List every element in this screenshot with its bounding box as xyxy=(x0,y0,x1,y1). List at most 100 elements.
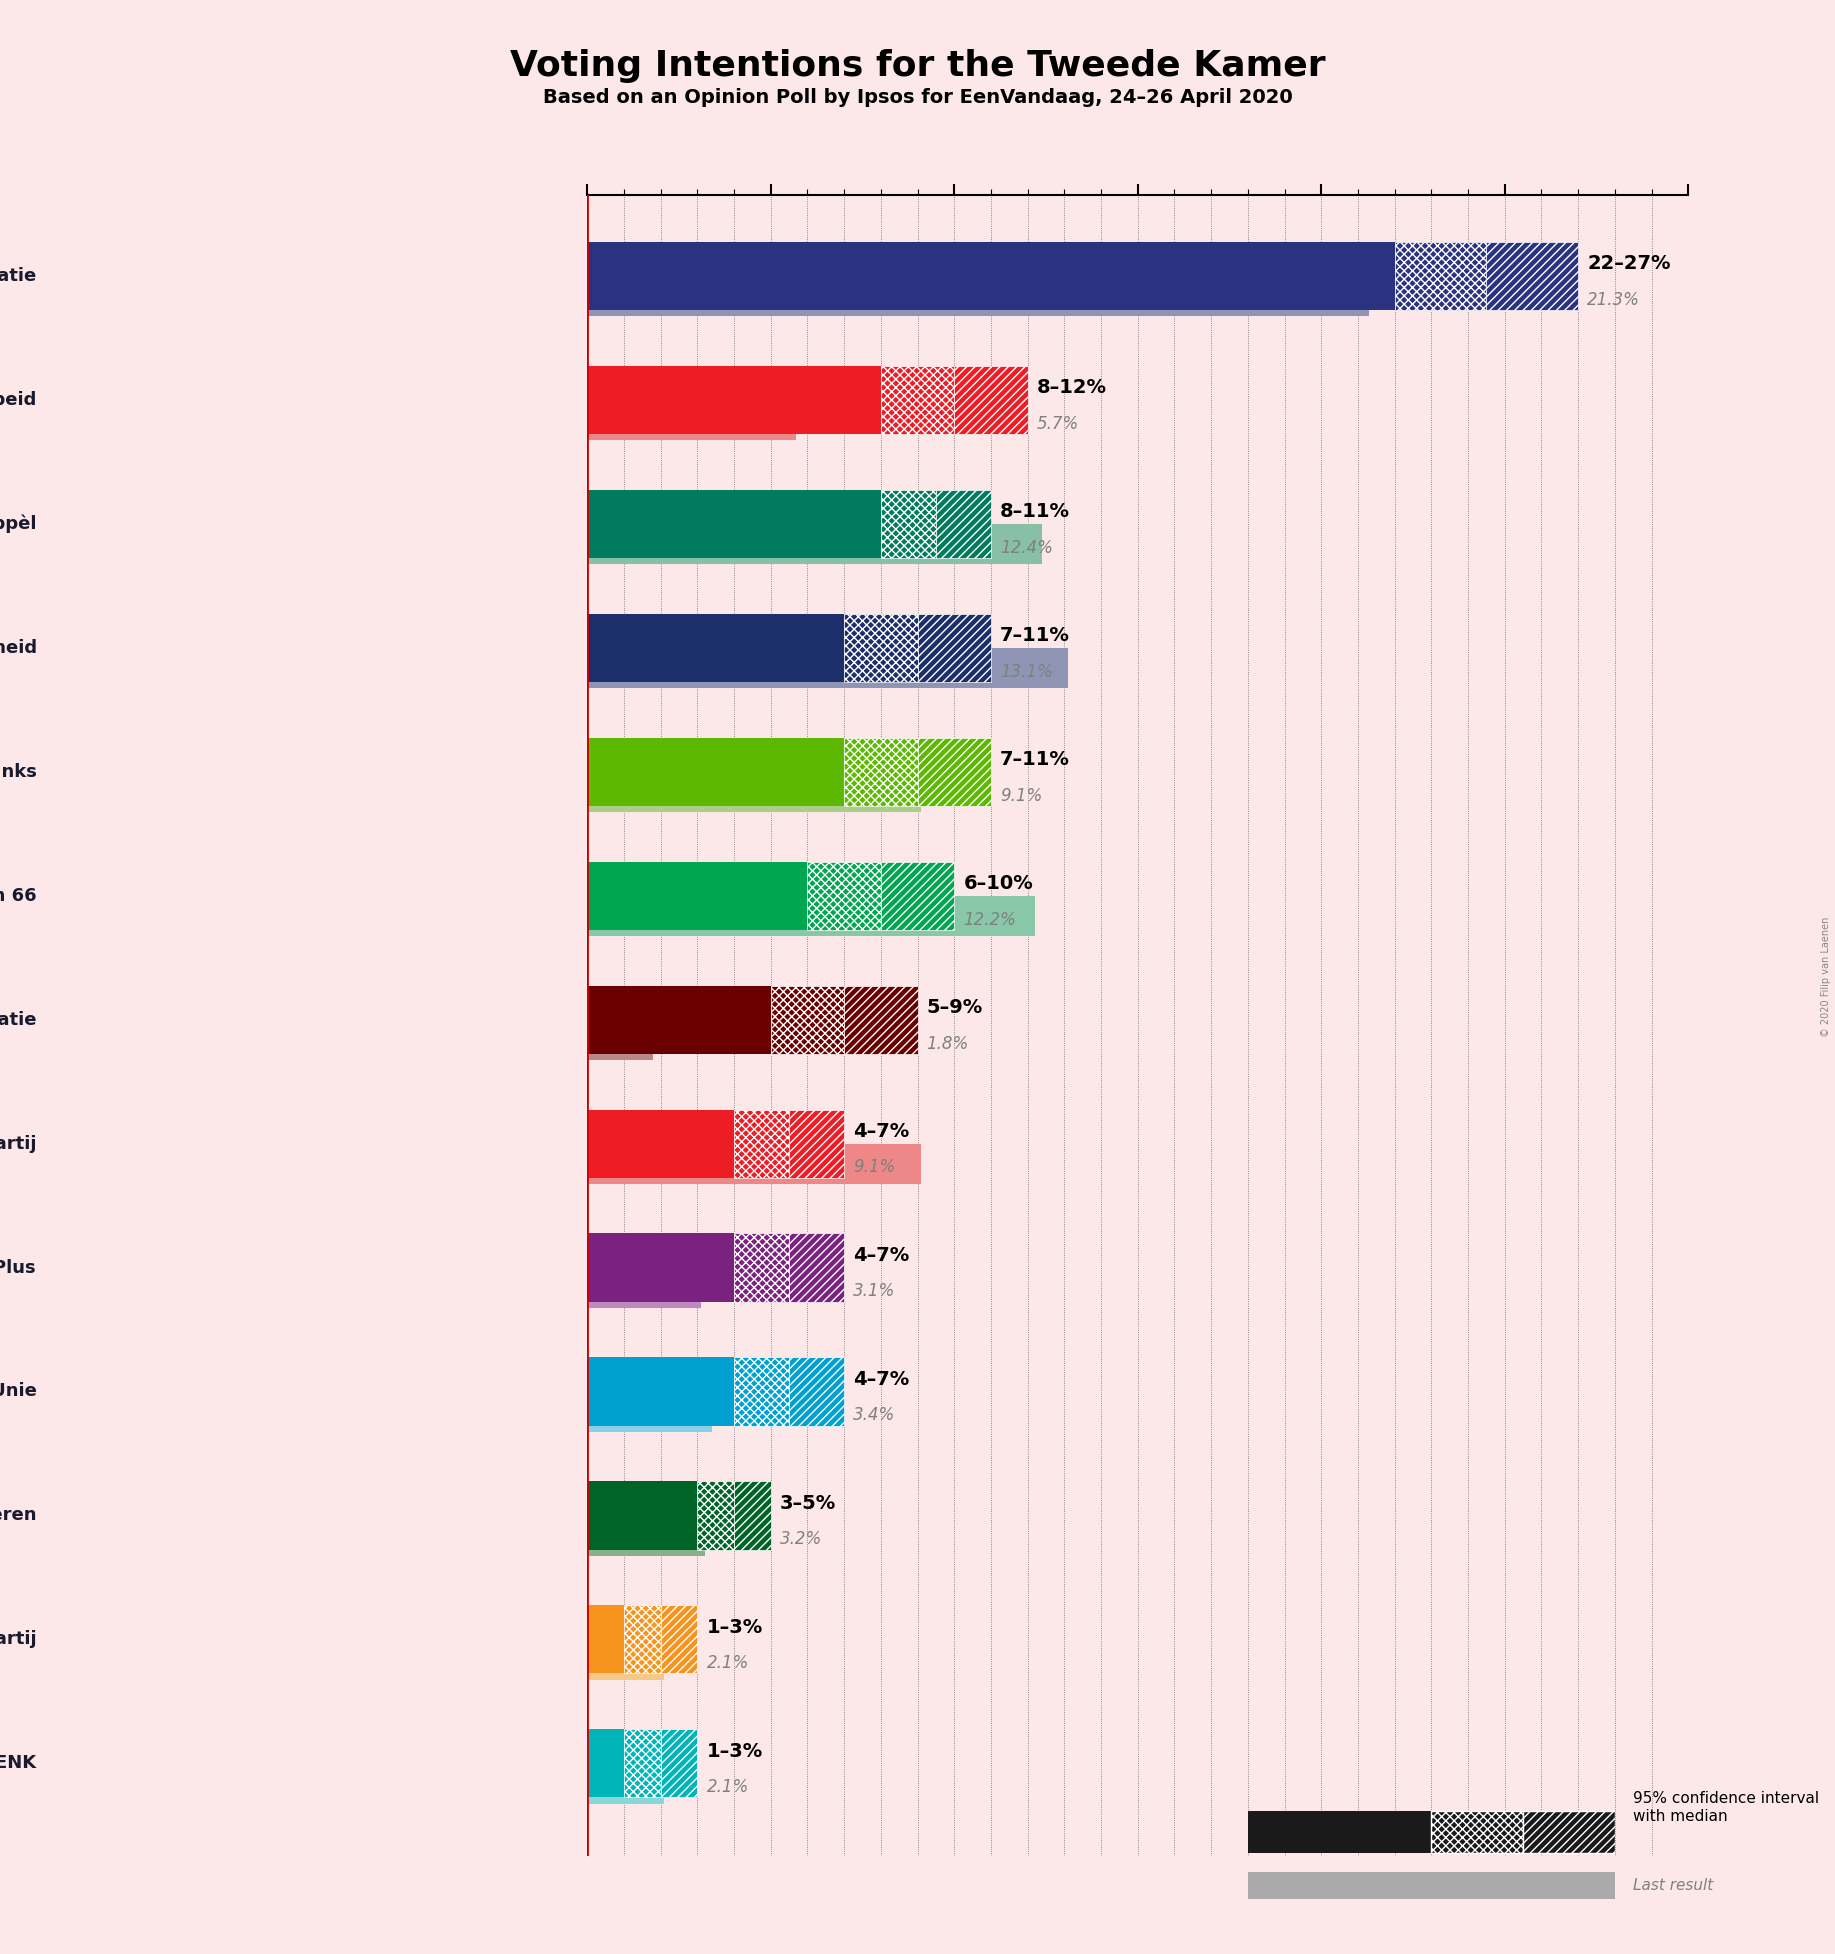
Text: 8–12%: 8–12% xyxy=(1037,379,1107,397)
Bar xyxy=(697,1481,734,1550)
Text: Christen-Democratisch Appèl: Christen-Democratisch Appèl xyxy=(0,514,37,533)
Text: 22–27%: 22–27% xyxy=(1587,254,1672,274)
Bar xyxy=(587,1764,664,1804)
Bar xyxy=(624,1729,661,1798)
Bar xyxy=(1248,1872,1615,1899)
Text: 13.1%: 13.1% xyxy=(1000,662,1053,680)
Bar xyxy=(771,985,844,1053)
Text: Partij van de Arbeid: Partij van de Arbeid xyxy=(0,391,37,408)
Bar xyxy=(587,1358,734,1426)
Bar xyxy=(587,1020,653,1059)
Bar xyxy=(1431,1811,1523,1852)
Bar xyxy=(661,1729,697,1798)
Text: Staatkundig Gereformeerde Partij: Staatkundig Gereformeerde Partij xyxy=(0,1630,37,1649)
Text: Partij voor de Dieren: Partij voor de Dieren xyxy=(0,1507,37,1524)
Text: DENK: DENK xyxy=(0,1755,37,1772)
Bar xyxy=(789,1233,844,1301)
Bar xyxy=(587,524,1042,565)
Text: 7–11%: 7–11% xyxy=(1000,750,1070,770)
Text: 7–11%: 7–11% xyxy=(1000,625,1070,645)
Bar xyxy=(587,862,807,930)
Text: Based on an Opinion Poll by Ipsos for EenVandaag, 24–26 April 2020: Based on an Opinion Poll by Ipsos for Ee… xyxy=(543,88,1292,107)
Bar xyxy=(587,1606,624,1673)
Bar xyxy=(587,1481,697,1550)
Text: Volkspartij voor Vrijheid en Democratie: Volkspartij voor Vrijheid en Democratie xyxy=(0,268,37,285)
Text: 2.1%: 2.1% xyxy=(706,1778,749,1796)
Bar xyxy=(807,862,881,930)
Text: ChristenUnie: ChristenUnie xyxy=(0,1383,37,1401)
Bar xyxy=(661,1606,697,1673)
Text: 50Plus: 50Plus xyxy=(0,1258,37,1276)
Bar xyxy=(881,365,954,434)
Bar xyxy=(1248,1811,1431,1852)
Bar xyxy=(587,401,796,440)
Bar xyxy=(1395,242,1486,311)
Text: Partij voor de Vrijheid: Partij voor de Vrijheid xyxy=(0,639,37,657)
Bar xyxy=(587,614,844,682)
Bar xyxy=(789,1110,844,1178)
Text: 4–7%: 4–7% xyxy=(853,1122,910,1141)
Text: 12.4%: 12.4% xyxy=(1000,539,1053,557)
Bar xyxy=(954,365,1028,434)
Text: 8–11%: 8–11% xyxy=(1000,502,1070,522)
Bar xyxy=(587,277,1369,317)
Text: 12.2%: 12.2% xyxy=(963,911,1017,928)
Bar xyxy=(587,739,844,805)
Text: 4–7%: 4–7% xyxy=(853,1370,910,1389)
Bar xyxy=(587,985,771,1053)
Bar xyxy=(587,1639,664,1680)
Bar xyxy=(734,1358,789,1426)
Bar xyxy=(734,1233,789,1301)
Bar xyxy=(587,365,881,434)
Text: Forum voor Democratie: Forum voor Democratie xyxy=(0,1010,37,1028)
Text: 3–5%: 3–5% xyxy=(780,1493,837,1512)
Bar xyxy=(881,862,954,930)
Bar xyxy=(844,614,918,682)
Text: 1–3%: 1–3% xyxy=(706,1741,763,1761)
Text: 6–10%: 6–10% xyxy=(963,873,1033,893)
Text: 3.2%: 3.2% xyxy=(780,1530,822,1548)
Text: Socialistische Partij: Socialistische Partij xyxy=(0,1135,37,1153)
Text: 95% confidence interval
with median: 95% confidence interval with median xyxy=(1633,1792,1818,1823)
Text: 21.3%: 21.3% xyxy=(1587,291,1640,309)
Text: 3.4%: 3.4% xyxy=(853,1407,895,1424)
Text: 2.1%: 2.1% xyxy=(706,1655,749,1673)
Text: © 2020 Filip van Laenen: © 2020 Filip van Laenen xyxy=(1822,916,1831,1038)
Bar xyxy=(844,985,918,1053)
Text: Democraten 66: Democraten 66 xyxy=(0,887,37,905)
Text: Voting Intentions for the Tweede Kamer: Voting Intentions for the Tweede Kamer xyxy=(510,49,1325,82)
Bar xyxy=(789,1358,844,1426)
Text: 4–7%: 4–7% xyxy=(853,1247,910,1264)
Text: Last result: Last result xyxy=(1633,1878,1714,1893)
Bar xyxy=(587,649,1068,688)
Text: 1–3%: 1–3% xyxy=(706,1618,763,1637)
Text: 5.7%: 5.7% xyxy=(1037,414,1079,432)
Bar xyxy=(918,739,991,805)
Bar xyxy=(734,1110,789,1178)
Text: 3.1%: 3.1% xyxy=(853,1282,895,1301)
Bar xyxy=(587,1516,705,1555)
Text: 5–9%: 5–9% xyxy=(927,998,984,1016)
Text: 9.1%: 9.1% xyxy=(853,1159,895,1176)
Bar xyxy=(587,242,1395,311)
Bar xyxy=(587,1145,921,1184)
Bar xyxy=(587,897,1035,936)
Bar xyxy=(881,490,936,559)
Text: 1.8%: 1.8% xyxy=(927,1034,969,1053)
Bar xyxy=(587,490,881,559)
Bar xyxy=(587,1729,624,1798)
Bar xyxy=(587,1233,734,1301)
Text: 9.1%: 9.1% xyxy=(1000,787,1042,805)
Bar xyxy=(844,739,918,805)
Bar xyxy=(587,772,921,813)
Text: GroenLinks: GroenLinks xyxy=(0,762,37,782)
Bar xyxy=(1523,1811,1615,1852)
Bar xyxy=(587,1268,701,1307)
Bar xyxy=(624,1606,661,1673)
Bar xyxy=(936,490,991,559)
Bar xyxy=(734,1481,771,1550)
Bar xyxy=(1486,242,1578,311)
Bar xyxy=(587,1110,734,1178)
Bar xyxy=(587,1391,712,1432)
Bar xyxy=(918,614,991,682)
